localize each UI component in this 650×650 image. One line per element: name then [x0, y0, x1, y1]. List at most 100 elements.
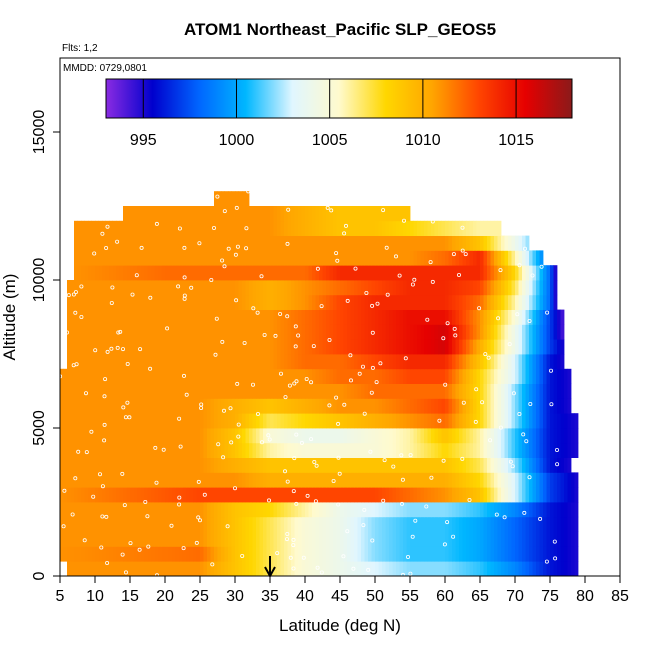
heatmap-cell — [284, 324, 288, 340]
heatmap-cell — [441, 354, 446, 370]
heatmap-cell — [67, 398, 71, 414]
heatmap-cell — [459, 546, 463, 562]
heatmap-cell — [84, 428, 89, 444]
heatmap-cell — [200, 235, 204, 251]
heatmap-cell — [175, 413, 180, 429]
heatmap-cell — [249, 280, 253, 296]
observation-point — [154, 221, 159, 226]
heatmap-cell — [536, 531, 540, 547]
heatmap-cell — [112, 309, 117, 325]
heatmap-cell — [249, 428, 253, 444]
observation-point — [84, 450, 89, 455]
heatmap-cell — [371, 250, 376, 266]
heatmap-cell — [74, 383, 78, 399]
heatmap-cell — [515, 250, 519, 266]
heatmap-cell — [550, 487, 554, 503]
heatmap-cell — [84, 383, 89, 399]
heatmap-cell — [546, 398, 551, 414]
heatmap-cell — [336, 368, 341, 384]
heatmap-cell — [441, 294, 446, 310]
heatmap-cell — [445, 309, 449, 325]
heatmap-cell — [560, 324, 565, 340]
heatmap-cell — [480, 546, 484, 562]
heatmap-cell — [532, 442, 537, 458]
heatmap-cell — [473, 472, 477, 488]
heatmap-cell — [70, 546, 75, 562]
heatmap-cell — [497, 457, 502, 473]
heatmap-cell — [480, 265, 484, 281]
heatmap-cell — [515, 472, 519, 488]
heatmap-cell — [242, 324, 246, 340]
heatmap-cell — [168, 472, 173, 488]
heatmap-cell — [364, 220, 369, 236]
heatmap-cell — [291, 220, 295, 236]
heatmap-cell — [137, 457, 141, 473]
heatmap-cell — [508, 502, 512, 518]
heatmap-cell — [168, 220, 173, 236]
heatmap-cell — [210, 235, 215, 251]
heatmap-cell — [413, 250, 418, 266]
heatmap-cell — [368, 398, 372, 414]
heatmap-cell — [259, 428, 264, 444]
heatmap-cell — [235, 413, 239, 429]
heatmap-cell — [231, 531, 236, 547]
heatmap-cell — [137, 294, 141, 310]
heatmap-cell — [137, 428, 141, 444]
heatmap-cell — [63, 428, 68, 444]
heatmap-cell — [280, 487, 285, 503]
heatmap-cell — [382, 502, 386, 518]
heatmap-cell — [291, 368, 295, 384]
heatmap-cell — [140, 309, 145, 325]
heatmap-cell — [459, 516, 463, 532]
heatmap-cell — [277, 398, 281, 414]
heatmap-cell — [424, 472, 428, 488]
heatmap-cell — [336, 398, 341, 414]
observation-point — [348, 353, 353, 358]
heatmap-cell — [396, 398, 400, 414]
heatmap-cell — [410, 531, 414, 547]
heatmap-cell — [508, 250, 512, 266]
observation-point — [483, 352, 488, 357]
heatmap-cell — [473, 516, 477, 532]
heatmap-cell — [473, 531, 477, 547]
heatmap-cell — [455, 280, 460, 296]
heatmap-cell — [417, 368, 421, 384]
heatmap-cell — [182, 265, 187, 281]
heatmap-cell — [413, 398, 418, 414]
heatmap-cell — [109, 487, 113, 503]
heatmap-cell — [196, 339, 201, 355]
heatmap-cell — [424, 502, 428, 518]
heatmap-cell — [550, 442, 554, 458]
heatmap-cell — [417, 546, 421, 562]
heatmap-cell — [231, 235, 236, 251]
heatmap-cell — [203, 442, 208, 458]
heatmap-cell — [266, 206, 271, 222]
heatmap-cell — [179, 294, 183, 310]
heatmap-cell — [77, 561, 82, 576]
heatmap-cell — [546, 280, 551, 296]
heatmap-cell — [424, 235, 428, 251]
heatmap-cell — [494, 324, 498, 340]
heatmap-cell — [182, 398, 187, 414]
heatmap-cell — [452, 354, 456, 370]
heatmap-cell — [364, 413, 369, 429]
heatmap-cell — [497, 561, 502, 576]
heatmap-cell — [238, 442, 243, 458]
heatmap-cell — [63, 457, 68, 473]
heatmap-cell — [371, 220, 376, 236]
heatmap-cell — [462, 280, 467, 296]
observation-point — [93, 348, 98, 353]
heatmap-cell — [410, 442, 414, 458]
heatmap-cell — [294, 561, 299, 576]
heatmap-cell — [224, 339, 229, 355]
heatmap-cell — [361, 516, 365, 532]
heatmap-cell — [350, 294, 355, 310]
heatmap-cell — [161, 487, 166, 503]
heatmap-cell — [529, 516, 533, 532]
heatmap-cell — [340, 502, 344, 518]
heatmap-cell — [333, 457, 337, 473]
heatmap-cell — [452, 235, 456, 251]
heatmap-cell — [431, 250, 435, 266]
heatmap-cell — [133, 428, 138, 444]
